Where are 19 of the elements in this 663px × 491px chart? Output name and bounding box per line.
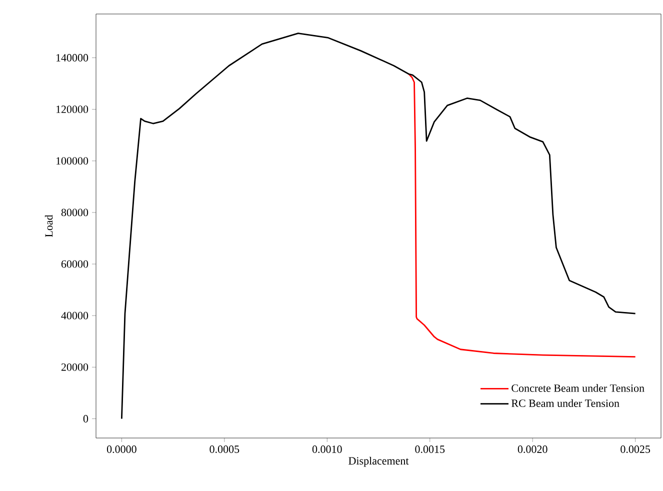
y-tick-label: 40000 bbox=[61, 312, 88, 320]
y-tick-label: 60000 bbox=[61, 260, 88, 268]
legend-label: RC Beam under Tension bbox=[512, 399, 620, 407]
y-tick-label: 80000 bbox=[61, 208, 88, 216]
y-tick-label: 140000 bbox=[56, 54, 88, 62]
legend-label: Concrete Beam under Tension bbox=[512, 384, 644, 392]
y-axis-title: Load bbox=[44, 214, 53, 237]
x-tick-label: 0.0020 bbox=[518, 446, 548, 453]
x-tick-label: 0.0015 bbox=[415, 446, 445, 453]
y-tick-label: 120000 bbox=[56, 106, 88, 114]
y-tick-label: 20000 bbox=[61, 363, 88, 371]
x-tick-label: 0.0010 bbox=[312, 446, 342, 453]
line-series bbox=[408, 73, 636, 358]
x-tick-label: 0.0005 bbox=[210, 446, 240, 453]
x-tick-label: 0.0000 bbox=[106, 446, 136, 453]
x-axis-title: Displacement bbox=[348, 456, 409, 467]
x-tick-label: 0.0025 bbox=[620, 446, 650, 453]
y-tick-label: 0 bbox=[83, 415, 88, 422]
y-tick-label: 100000 bbox=[56, 157, 88, 165]
